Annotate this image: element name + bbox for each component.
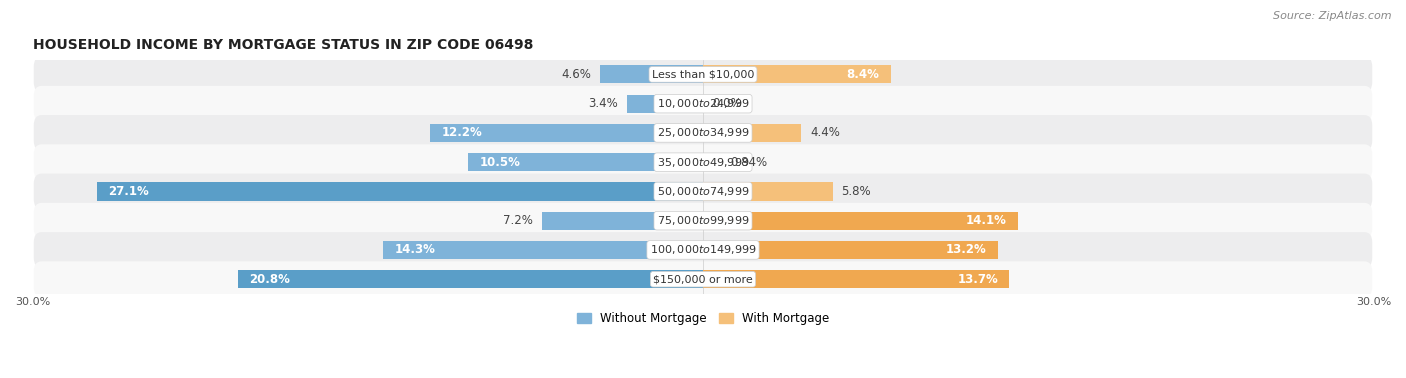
Bar (703, 212, 1018, 230)
FancyBboxPatch shape (34, 261, 1372, 297)
Bar (384, 241, 703, 259)
Text: 3.4%: 3.4% (588, 97, 619, 110)
Bar (703, 270, 1010, 288)
Text: $25,000 to $34,999: $25,000 to $34,999 (657, 126, 749, 139)
Text: 8.4%: 8.4% (846, 68, 880, 81)
Text: $100,000 to $149,999: $100,000 to $149,999 (650, 243, 756, 256)
Bar (97, 182, 703, 200)
Bar (600, 65, 703, 84)
Text: $75,000 to $99,999: $75,000 to $99,999 (657, 214, 749, 227)
Bar (703, 124, 801, 142)
Bar (703, 153, 721, 171)
Text: $35,000 to $49,999: $35,000 to $49,999 (657, 156, 749, 169)
Text: HOUSEHOLD INCOME BY MORTGAGE STATUS IN ZIP CODE 06498: HOUSEHOLD INCOME BY MORTGAGE STATUS IN Z… (32, 38, 533, 52)
FancyBboxPatch shape (34, 57, 1372, 92)
Bar (430, 124, 703, 142)
Bar (627, 94, 703, 113)
FancyBboxPatch shape (34, 115, 1372, 151)
Text: 14.1%: 14.1% (966, 214, 1007, 227)
Text: 13.2%: 13.2% (946, 243, 987, 256)
FancyBboxPatch shape (34, 144, 1372, 180)
Text: $150,000 or more: $150,000 or more (654, 274, 752, 284)
FancyBboxPatch shape (34, 86, 1372, 121)
Bar (543, 212, 703, 230)
FancyBboxPatch shape (34, 232, 1372, 268)
Bar (703, 241, 998, 259)
Bar (703, 182, 832, 200)
Bar (703, 65, 891, 84)
Text: 0.0%: 0.0% (711, 97, 741, 110)
Text: 5.8%: 5.8% (842, 185, 872, 198)
Text: 20.8%: 20.8% (249, 273, 290, 286)
Text: 4.4%: 4.4% (810, 126, 841, 139)
Text: $10,000 to $24,999: $10,000 to $24,999 (657, 97, 749, 110)
Text: Source: ZipAtlas.com: Source: ZipAtlas.com (1274, 11, 1392, 21)
Text: 7.2%: 7.2% (503, 214, 533, 227)
Text: 10.5%: 10.5% (479, 156, 520, 169)
FancyBboxPatch shape (34, 174, 1372, 209)
FancyBboxPatch shape (34, 203, 1372, 239)
Bar (468, 153, 703, 171)
Text: 13.7%: 13.7% (957, 273, 998, 286)
Text: 4.6%: 4.6% (561, 68, 592, 81)
Text: 27.1%: 27.1% (108, 185, 149, 198)
Text: $50,000 to $74,999: $50,000 to $74,999 (657, 185, 749, 198)
Text: 12.2%: 12.2% (441, 126, 482, 139)
Text: 0.84%: 0.84% (731, 156, 768, 169)
Bar (238, 270, 703, 288)
Legend: Without Mortgage, With Mortgage: Without Mortgage, With Mortgage (572, 308, 834, 330)
Text: Less than $10,000: Less than $10,000 (652, 70, 754, 79)
Text: 14.3%: 14.3% (395, 243, 436, 256)
